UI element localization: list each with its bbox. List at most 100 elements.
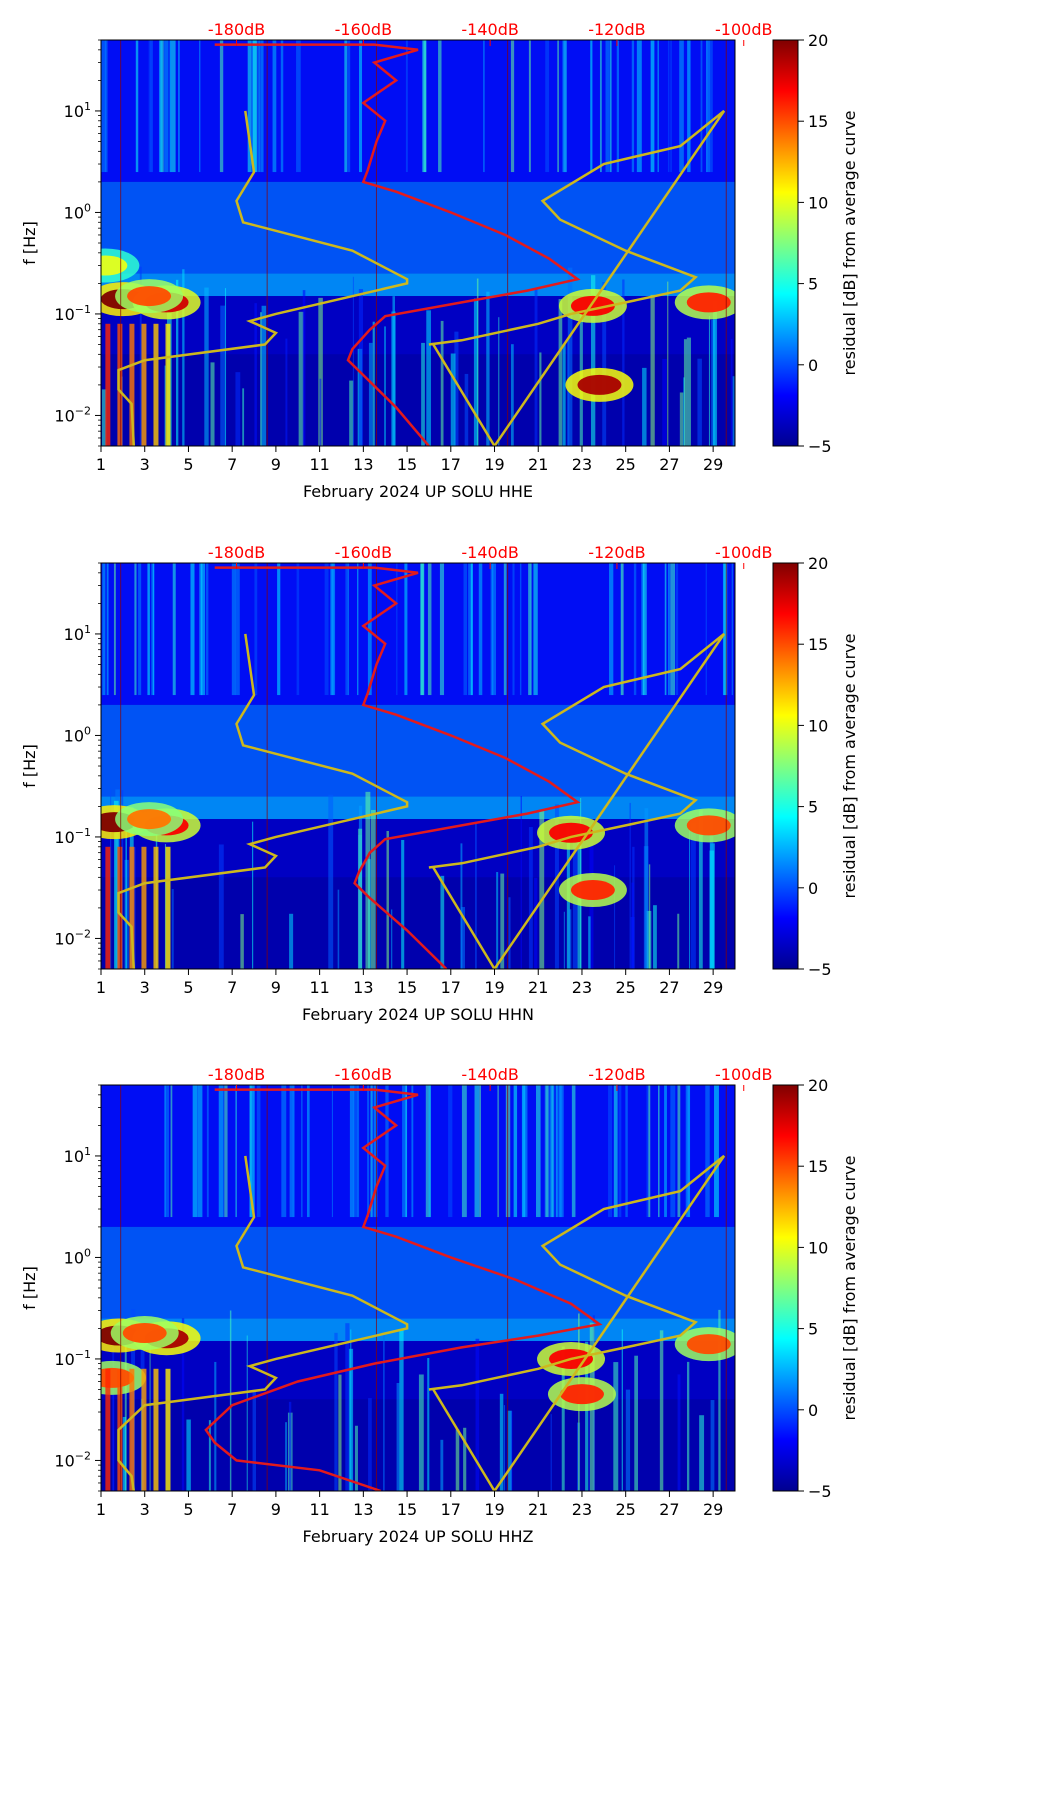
heatmap-streak bbox=[440, 1439, 444, 1491]
heatmap-streak bbox=[208, 1420, 211, 1491]
heatmap-hotspot bbox=[559, 1384, 604, 1405]
heatmap-streak bbox=[368, 342, 373, 446]
heatmap-streak bbox=[463, 1427, 467, 1491]
heatmap-streak bbox=[254, 563, 258, 696]
heatmap-streak bbox=[337, 889, 340, 969]
colorbar-tick-label: 5 bbox=[808, 275, 818, 294]
heatmap-streak bbox=[563, 911, 565, 969]
heatmap-streak bbox=[391, 909, 393, 969]
colorbar-tick-label: 20 bbox=[808, 554, 828, 573]
db-tick-label: -140dB bbox=[461, 543, 518, 562]
heatmap-streak bbox=[707, 40, 713, 173]
heatmap-streak bbox=[165, 1368, 171, 1491]
heatmap-streak bbox=[306, 1085, 310, 1218]
x-tick-label: 21 bbox=[528, 978, 548, 997]
heatmap-streak bbox=[590, 40, 593, 173]
heatmap-streak bbox=[558, 1085, 562, 1218]
db-tick-label: -140dB bbox=[461, 1065, 518, 1084]
heatmap-streak bbox=[277, 563, 281, 696]
heatmap-streak bbox=[112, 1332, 115, 1491]
heatmap-streak bbox=[492, 563, 497, 696]
x-tick-label: 11 bbox=[309, 1500, 329, 1519]
heatmap-streak bbox=[475, 822, 477, 969]
x-tick-label: 23 bbox=[572, 1500, 592, 1519]
heatmap-streak bbox=[705, 1085, 710, 1218]
heatmap-streak bbox=[345, 1323, 350, 1491]
x-tick-label: 5 bbox=[183, 978, 193, 997]
heatmap-streak bbox=[460, 843, 463, 969]
heatmap-hotspot bbox=[686, 815, 731, 836]
heatmap-streak bbox=[165, 846, 171, 969]
heatmap-streak bbox=[670, 40, 672, 173]
heatmap-streak bbox=[461, 1085, 467, 1218]
x-tick-label: 23 bbox=[572, 455, 592, 474]
heatmap-streak bbox=[373, 1085, 378, 1218]
x-tick-label: 15 bbox=[397, 455, 417, 474]
y-axis-label: f [Hz] bbox=[20, 1266, 39, 1310]
heatmap-streak bbox=[523, 1085, 528, 1218]
heatmap-streak bbox=[636, 40, 642, 173]
heatmap-streak bbox=[490, 563, 494, 696]
colorbar-label: residual [dB] from average curve bbox=[840, 634, 859, 899]
x-tick-label: 25 bbox=[616, 455, 636, 474]
heatmap-streak bbox=[371, 1085, 374, 1218]
heatmap-streak bbox=[496, 872, 499, 969]
x-tick-label: 11 bbox=[309, 455, 329, 474]
heatmap-streak bbox=[219, 40, 224, 173]
heatmap-band bbox=[101, 181, 735, 274]
heatmap-streak bbox=[318, 297, 323, 446]
heatmap-streak bbox=[224, 288, 227, 446]
x-tick-label: 5 bbox=[183, 1500, 193, 1519]
heatmap-streak bbox=[164, 40, 169, 173]
heatmap-streak bbox=[731, 563, 733, 696]
heatmap-streak bbox=[347, 563, 349, 696]
colorbar-tick-label: 5 bbox=[808, 1320, 818, 1339]
x-tick-label: 15 bbox=[397, 1500, 417, 1519]
heatmap-streak bbox=[324, 563, 329, 696]
heatmap-streak bbox=[440, 875, 445, 969]
heatmap-streak bbox=[229, 1310, 232, 1491]
heatmap-streak bbox=[545, 1085, 549, 1218]
colorbar: 20 15 10 5 0 −5 residual [dB] from average cur… bbox=[772, 554, 859, 979]
y-tick-label: 101 bbox=[64, 100, 91, 121]
heatmap-streak bbox=[503, 1405, 505, 1491]
heatmap-band bbox=[101, 796, 735, 820]
x-tick-label: 13 bbox=[353, 978, 373, 997]
noise-model-curve bbox=[214, 43, 581, 446]
heatmap-hotspot bbox=[122, 1323, 167, 1344]
heatmap-streak bbox=[470, 563, 473, 696]
heatmap-streak bbox=[653, 905, 657, 969]
heatmap-streak bbox=[301, 1085, 303, 1218]
colorbar: 20 15 10 5 0 −5 residual [dB] from average cur… bbox=[772, 31, 859, 456]
colorbar-label: residual [dB] from average curve bbox=[840, 111, 859, 376]
heatmap-streak bbox=[486, 291, 490, 446]
x-tick-label: 23 bbox=[572, 978, 592, 997]
heatmap-streak bbox=[104, 40, 108, 173]
heatmap-streak bbox=[347, 40, 351, 173]
x-tick-label: 9 bbox=[271, 455, 281, 474]
heatmap-streak bbox=[625, 1389, 631, 1491]
heatmap-streak bbox=[528, 563, 532, 696]
x-axis-label: February 2024 UP SOLU HHZ bbox=[303, 1527, 534, 1546]
colorbar-tick-label: 15 bbox=[808, 635, 828, 654]
heatmap-streak bbox=[662, 358, 667, 446]
heatmap-streak bbox=[708, 315, 711, 446]
heatmap-band bbox=[101, 1318, 735, 1342]
heatmap-streak bbox=[550, 1414, 552, 1491]
y-tick-label: 10−1 bbox=[54, 303, 91, 324]
heatmap-streak bbox=[247, 40, 252, 173]
heatmap-streak bbox=[197, 1085, 203, 1218]
heatmap-streak bbox=[124, 1342, 127, 1491]
heatmap-streak bbox=[686, 1361, 690, 1491]
db-tick-label: -140dB bbox=[461, 20, 518, 39]
heatmap-streak bbox=[699, 1415, 705, 1491]
heatmap-streak bbox=[621, 1329, 623, 1491]
heatmap-streak bbox=[220, 305, 226, 446]
heatmap-streak bbox=[571, 1085, 576, 1218]
colorbar-tick-label: 0 bbox=[808, 879, 818, 898]
heatmap-streak bbox=[240, 914, 244, 969]
heatmap-streak bbox=[667, 281, 669, 446]
db-tick-label: -180dB bbox=[208, 20, 265, 39]
heatmap-streak bbox=[210, 362, 215, 446]
psd-curve-high bbox=[428, 109, 726, 446]
